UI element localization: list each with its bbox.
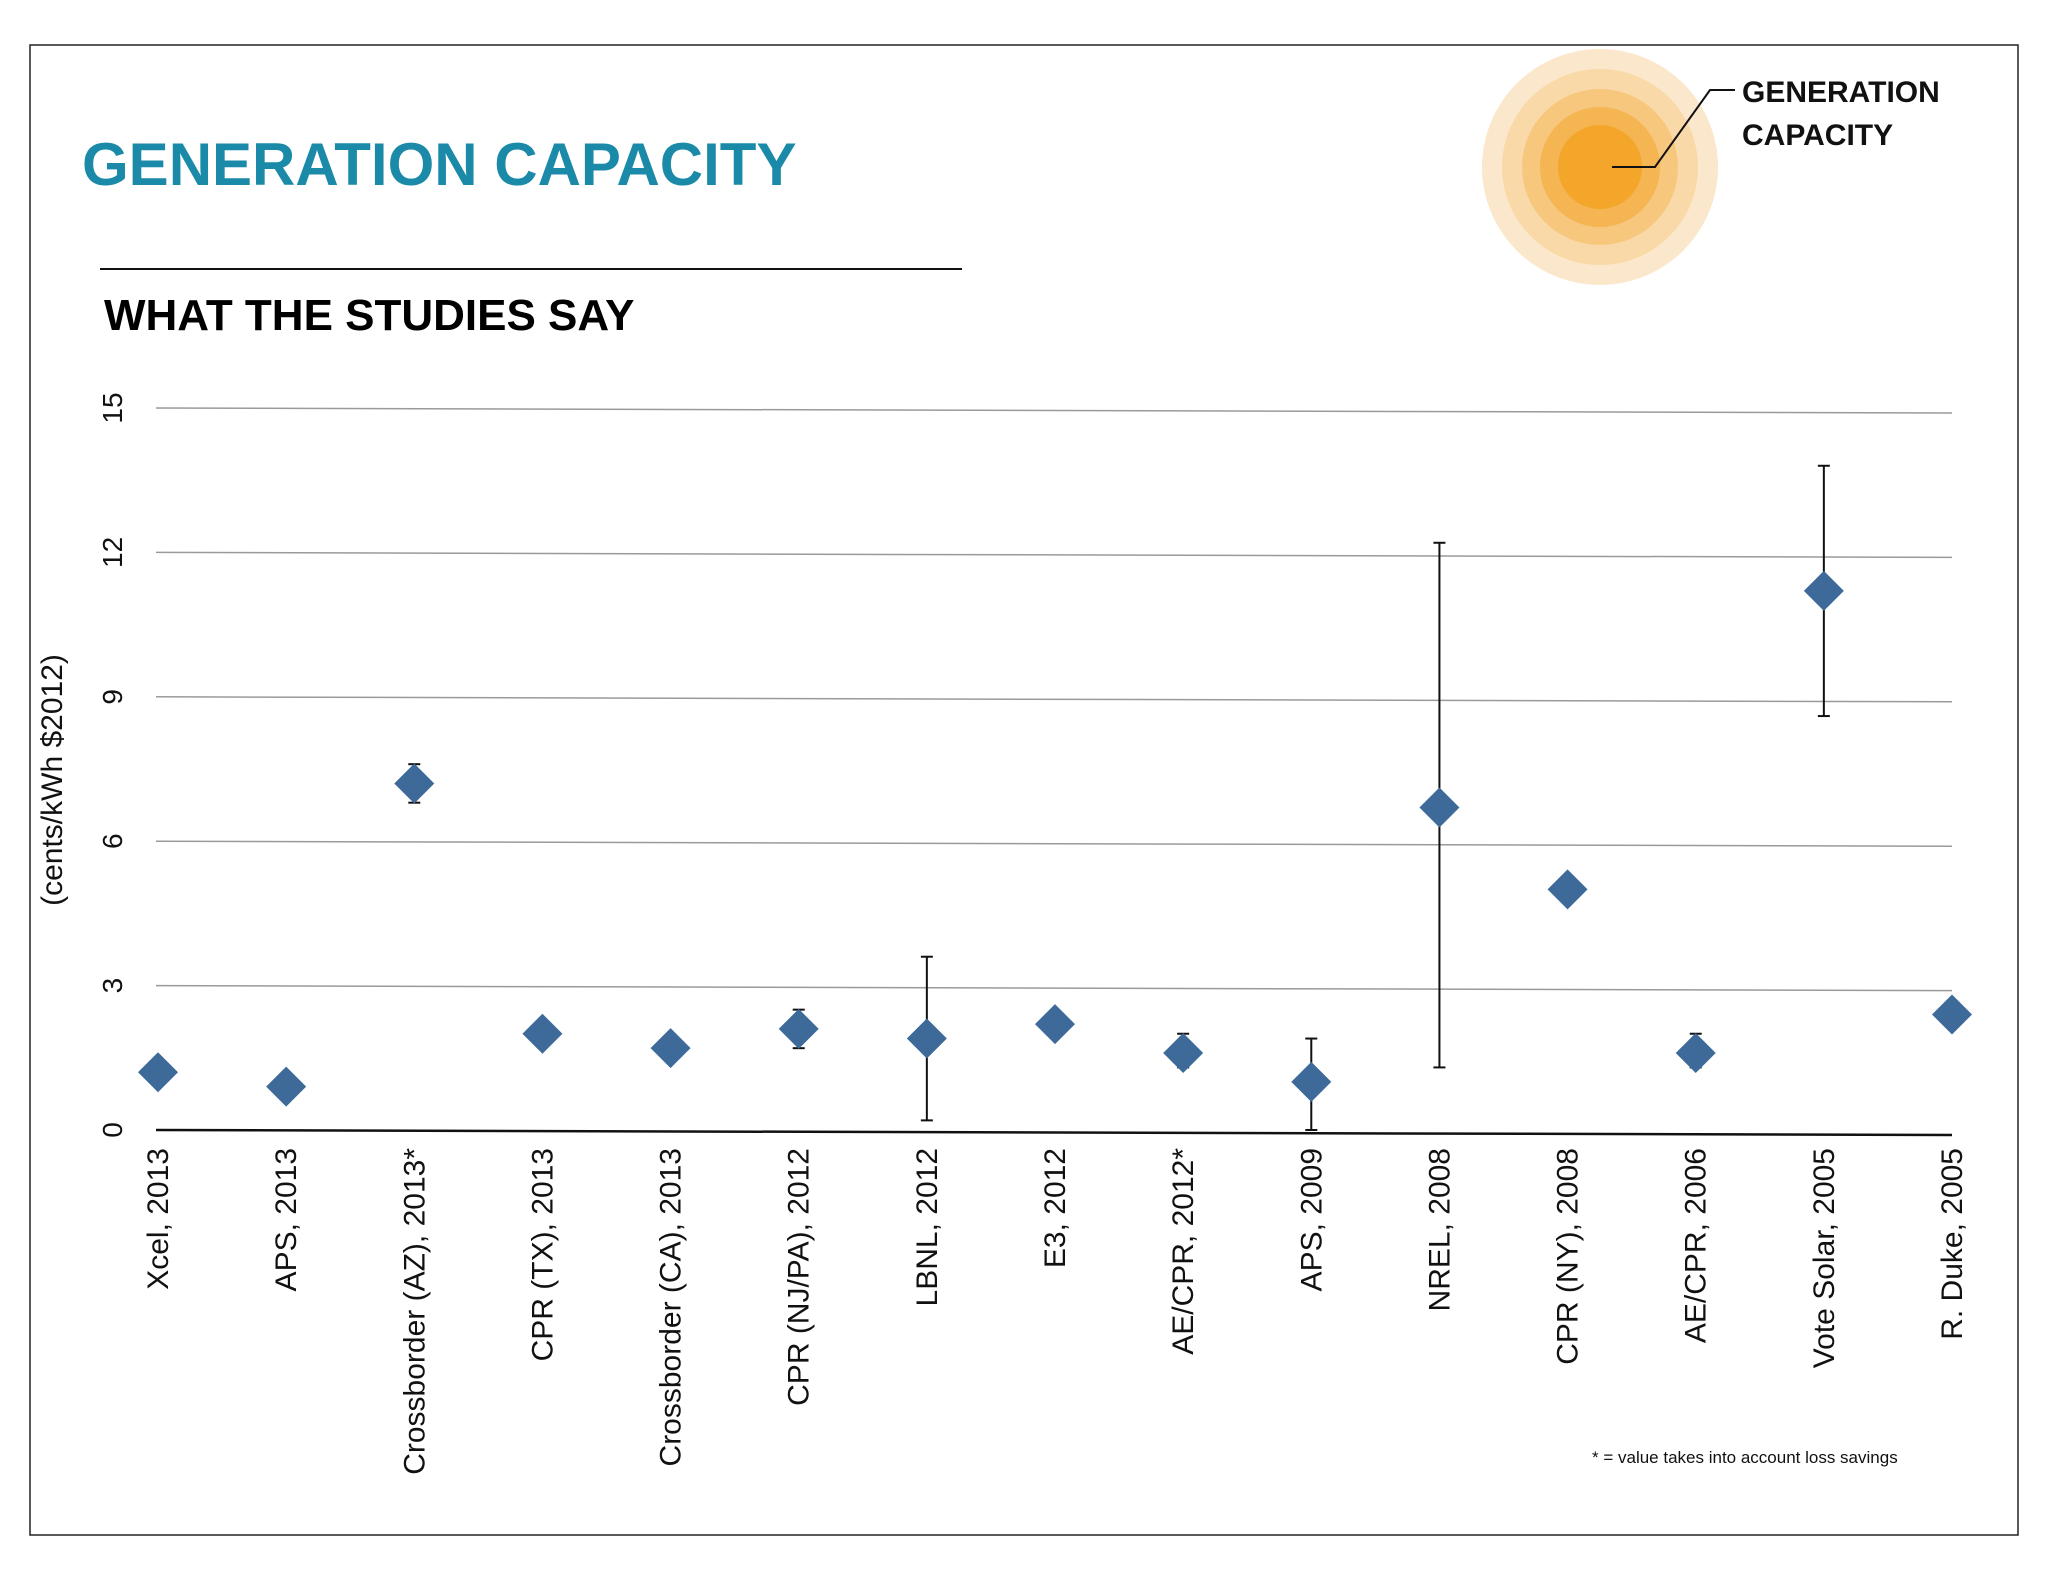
data-point-marker [1803, 570, 1844, 611]
grid-lines [155, 407, 1953, 992]
data-point-marker [266, 1066, 307, 1107]
grid-line-3 [155, 984, 1953, 992]
data-points [138, 570, 1972, 1107]
data-point-marker [1419, 787, 1460, 828]
grid-line-15 [155, 407, 1953, 414]
y-tick-label: 15 [97, 392, 128, 423]
y-tick-label: 3 [97, 978, 128, 994]
x-category-label: CPR (NJ/PA), 2012 [783, 1148, 816, 1406]
x-category-label: Vote Solar, 2005 [1808, 1148, 1841, 1368]
data-point-marker [650, 1028, 691, 1069]
error-bars [408, 464, 1830, 1131]
x-category-label: CPR (NY), 2008 [1552, 1148, 1585, 1365]
sun-icon [1482, 49, 1718, 285]
grid-line-9 [155, 696, 1953, 703]
chart-subtitle: WHAT THE STUDIES SAY [104, 291, 635, 340]
data-point-marker [1547, 869, 1588, 910]
y-tick-label: 0 [97, 1122, 128, 1138]
x-category-label: Crossborder (CA), 2013 [655, 1148, 688, 1466]
legend-label-line2: CAPACITY [1742, 119, 1893, 152]
data-point-marker [394, 763, 435, 804]
y-axis-label: (cents/kWh $2012) [36, 654, 69, 906]
data-point-marker [1675, 1032, 1716, 1073]
category-labels: Xcel, 2013 APS, 2013 Crossborder (AZ), 201… [142, 1148, 1969, 1475]
x-category-label: Crossborder (AZ), 2013* [398, 1148, 431, 1475]
y-tick-label: 12 [97, 537, 128, 568]
y-tick-label: 9 [97, 689, 128, 705]
sun-ring-4 [1558, 125, 1642, 209]
x-category-label: AE/CPR, 2012* [1167, 1148, 1200, 1355]
x-category-label: E3, 2012 [1039, 1148, 1072, 1268]
x-category-label: AE/CPR, 2006 [1680, 1148, 1713, 1343]
x-category-label: APS, 2009 [1295, 1148, 1328, 1291]
data-point-marker [138, 1052, 178, 1093]
data-point-marker [1163, 1032, 1204, 1073]
x-category-label: LBNL, 2012 [911, 1148, 944, 1306]
data-point-marker [778, 1008, 819, 1049]
x-category-label: CPR (TX), 2013 [526, 1148, 559, 1361]
x-axis-line [155, 1128, 1953, 1137]
grid-line-12 [155, 551, 1953, 559]
y-axis-ticks: 0 3 6 9 12 15 [97, 392, 128, 1137]
x-category-label: R. Duke, 2005 [1936, 1148, 1969, 1340]
data-point-marker [906, 1018, 947, 1059]
x-category-label: Xcel, 2013 [142, 1148, 175, 1290]
y-tick-label: 6 [97, 833, 128, 849]
outer-border [29, 44, 2019, 1536]
data-point-marker [522, 1013, 563, 1054]
x-category-label: APS, 2013 [270, 1148, 303, 1291]
footnote: * = value takes into account loss saving… [1592, 1448, 1898, 1467]
data-point-marker [1035, 1004, 1075, 1045]
grid-line-6 [155, 840, 1953, 847]
x-category-label: NREL, 2008 [1423, 1148, 1456, 1311]
page-title: GENERATION CAPACITY [82, 131, 796, 198]
legend-label-line1: GENERATION [1742, 76, 1940, 109]
data-point-marker [1932, 994, 1972, 1035]
data-point-marker [1291, 1061, 1332, 1102]
legend-leader-line [1612, 89, 1735, 168]
